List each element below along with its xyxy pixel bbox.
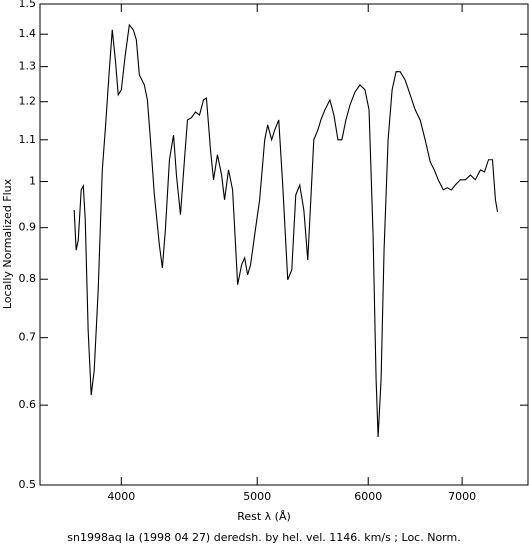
x-tick-label: 7000	[448, 490, 476, 503]
y-tick-label: 1.1	[19, 133, 37, 146]
y-tick-label: 1.4	[19, 27, 37, 40]
x-axis-label: Rest λ (Å)	[237, 510, 291, 523]
x-tick-label: 6000	[354, 490, 382, 503]
y-axis-label: Locally Normalized Flux	[1, 178, 14, 309]
x-tick-label: 4000	[107, 490, 135, 503]
y-tick-label: 0.8	[19, 272, 37, 285]
x-tick-label: 5000	[243, 490, 271, 503]
y-tick-label: 1.3	[19, 60, 37, 73]
spectrum-line	[73, 23, 499, 437]
y-tick-label: 1	[29, 175, 36, 188]
chart-title: sn1998aq Ia (1998 04 27) deredsh. by hel…	[67, 531, 460, 544]
y-tick-label: 0.6	[19, 398, 37, 411]
y-tick-label: 0.7	[19, 331, 37, 344]
y-tick-label: 1.5	[19, 0, 37, 10]
y-tick-label: 0.9	[19, 221, 37, 234]
plot-frame	[39, 3, 529, 486]
y-tick-label: 0.5	[19, 478, 37, 491]
y-tick-label: 1.2	[19, 95, 37, 108]
